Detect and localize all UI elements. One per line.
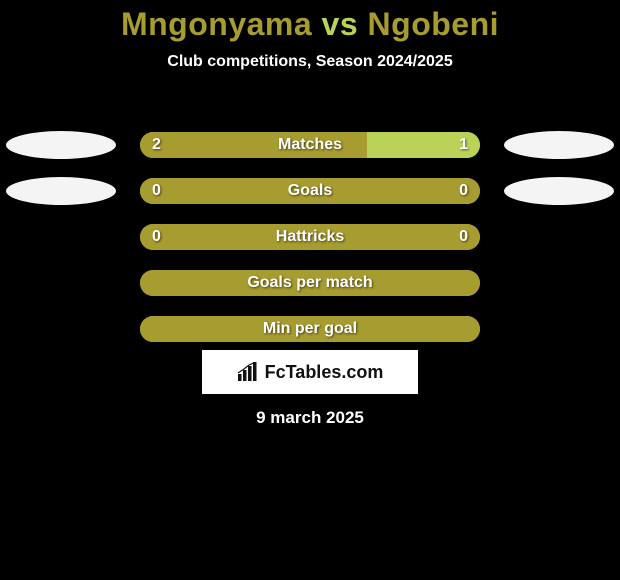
stat-label: Min per goal [263, 320, 357, 338]
stat-row: 0 0 Goals [0, 168, 620, 214]
stat-label: Goals [288, 182, 332, 200]
stat-row: 0 0 Hattricks [0, 214, 620, 260]
stat-label: Matches [278, 136, 342, 154]
stat-bar-right [310, 178, 480, 204]
stat-row: 2 1 Matches [0, 122, 620, 168]
bar-chart-icon [237, 362, 259, 382]
player-badge-right [504, 177, 614, 205]
stat-value-right: 0 [459, 182, 468, 200]
player-badge-right [504, 131, 614, 159]
stat-bar-track: Min per goal [140, 316, 480, 342]
player-badge-left [6, 177, 116, 205]
stat-bar-left [140, 178, 310, 204]
stat-value-left: 0 [152, 228, 161, 246]
stat-bar-track: 0 0 Hattricks [140, 224, 480, 250]
brand-box: FcTables.com [202, 350, 418, 394]
player-badge-left [6, 131, 116, 159]
stat-label: Goals per match [247, 274, 372, 292]
stat-label: Hattricks [276, 228, 344, 246]
stat-bar-track: Goals per match [140, 270, 480, 296]
stat-value-right: 0 [459, 228, 468, 246]
title-player2: Ngobeni [368, 6, 499, 42]
title-player1: Mngonyama [121, 6, 312, 42]
stat-row: Min per goal [0, 306, 620, 352]
stat-rows: 2 1 Matches 0 0 Goals 0 0 Hattricks Goals per mat… [0, 122, 620, 352]
comparison-infographic: Mngonyama vs Ngobeni Club competitions, … [0, 0, 620, 580]
stat-row: Goals per match [0, 260, 620, 306]
stat-bar-track: 2 1 Matches [140, 132, 480, 158]
stat-value-left: 2 [152, 136, 161, 154]
stat-bar-track: 0 0 Goals [140, 178, 480, 204]
page-title: Mngonyama vs Ngobeni [0, 0, 620, 43]
subtitle: Club competitions, Season 2024/2025 [0, 53, 620, 71]
stat-value-left: 0 [152, 182, 161, 200]
brand-text: FcTables.com [265, 362, 384, 383]
stat-value-right: 1 [459, 136, 468, 154]
date-text: 9 march 2025 [0, 408, 620, 428]
title-vs: vs [322, 6, 359, 42]
